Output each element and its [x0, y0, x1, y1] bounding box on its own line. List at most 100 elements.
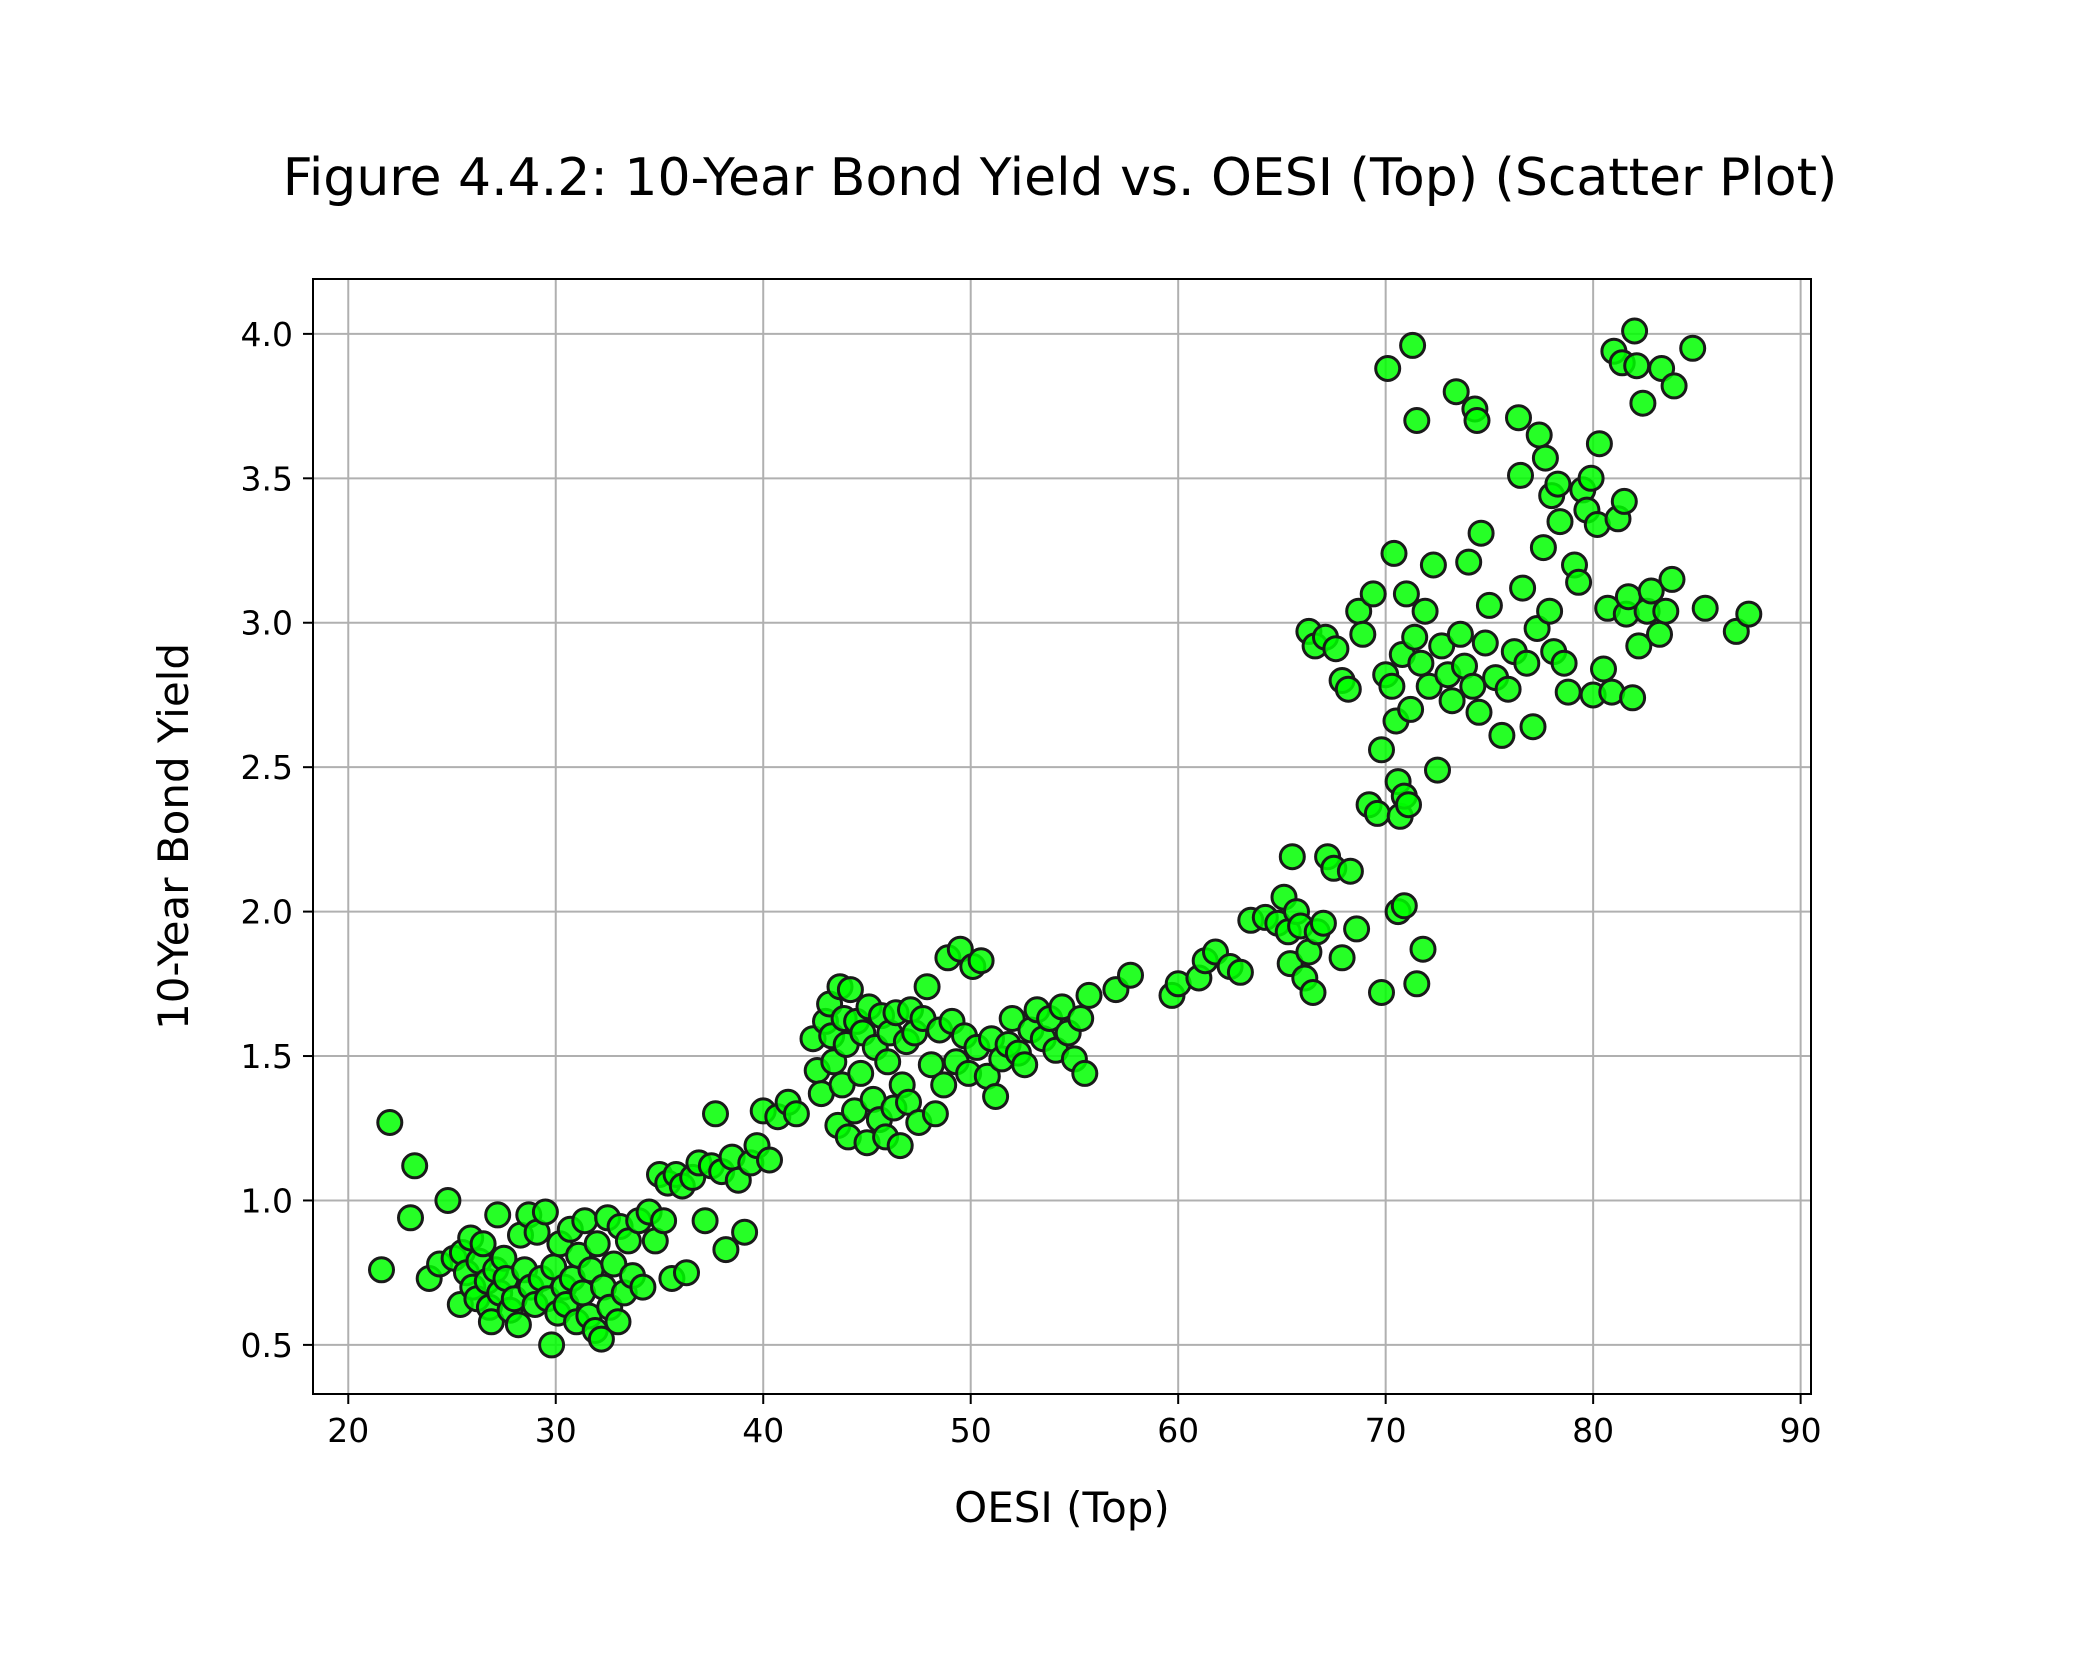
scatter-point [1419, 551, 1447, 579]
scatter-point [1374, 355, 1402, 382]
scatter-point [836, 976, 864, 1004]
scatter-point [401, 1152, 429, 1180]
scatter-point [982, 1083, 1010, 1110]
scatter-point [1610, 487, 1638, 515]
scatter-point [1679, 334, 1707, 362]
scatter-point [434, 1187, 462, 1214]
chart-title: Figure 4.4.2: 10-Year Bond Yield vs. OES… [283, 148, 1838, 208]
scatter-point [1467, 519, 1495, 547]
scatter-point [1494, 675, 1522, 703]
scatter-point [1378, 672, 1406, 700]
scatter-point [1403, 407, 1431, 434]
scatter-point [1368, 979, 1395, 1006]
scatter-point [1363, 799, 1391, 827]
scatter-point [847, 1059, 875, 1087]
scatter-point [1442, 378, 1470, 406]
scatter-point [1226, 958, 1254, 986]
scatter-point [1359, 580, 1387, 608]
scatter-point [1529, 534, 1557, 562]
scatter-point [874, 1048, 902, 1076]
scatter-point [1071, 1059, 1099, 1087]
x-tick-label: 70 [1365, 1411, 1407, 1450]
scatter-point [504, 1311, 532, 1339]
scatter-point [1011, 1051, 1039, 1079]
scatter-point [1735, 600, 1763, 628]
y-tick-label: 3.5 [241, 459, 293, 498]
scatter-point [1505, 404, 1532, 432]
scatter-point [1652, 597, 1680, 625]
scatter-point [1459, 672, 1487, 700]
scatter-point [1380, 539, 1408, 567]
scatter-point [702, 1100, 729, 1128]
scatter-point [1446, 620, 1474, 648]
scatter-point [921, 1100, 949, 1128]
y-tick-label: 1.0 [241, 1181, 293, 1220]
scatter-point [1488, 721, 1516, 749]
x-tick-label: 50 [950, 1411, 992, 1450]
scatter-point [691, 1207, 719, 1235]
scatter-point [1343, 915, 1371, 943]
scatter-point [650, 1207, 678, 1235]
scatter-point [1390, 892, 1418, 920]
grid-lines [313, 279, 1811, 1394]
scatter-point [1407, 649, 1435, 677]
scatter-point [1625, 632, 1653, 660]
scatter-point [1637, 577, 1665, 605]
scatter-point [1403, 970, 1431, 998]
scatter-point [1544, 470, 1572, 498]
scatter-point [1328, 944, 1356, 972]
y-tick-label: 4.0 [241, 315, 293, 354]
scatter-point [1646, 620, 1673, 648]
scatter-point [731, 1218, 759, 1246]
scatter-point [1565, 568, 1593, 596]
scatter-point [1550, 649, 1578, 677]
scatter-point [1536, 597, 1564, 625]
scatter-point [604, 1308, 632, 1336]
scatter-point [1299, 979, 1327, 1006]
scatter-point [1397, 695, 1425, 723]
scatter-point [913, 973, 941, 1001]
scatter-point [1623, 352, 1651, 380]
scatter-point [930, 1071, 958, 1099]
x-tick-label: 60 [1157, 1411, 1199, 1450]
scatter-point [1629, 389, 1657, 417]
scatter-point [1117, 961, 1144, 989]
scatter-point [1463, 407, 1491, 434]
scatter-point [1519, 713, 1547, 741]
scatter-point [376, 1109, 404, 1136]
scatter-point [484, 1201, 512, 1229]
scatter-point [1619, 684, 1647, 712]
y-axis-label: 10-Year Bond Yield [149, 643, 198, 1030]
scatter-point [397, 1204, 424, 1232]
scatter-point [1660, 372, 1688, 400]
scatter-point [1075, 981, 1103, 1009]
x-tick-label: 90 [1780, 1411, 1822, 1450]
y-tick-label: 1.5 [241, 1037, 293, 1076]
x-tick-label: 30 [535, 1411, 577, 1450]
scatter-point [583, 1230, 611, 1258]
scatter-point [571, 1207, 599, 1235]
x-tick-label: 80 [1572, 1411, 1614, 1450]
scatter-point [1554, 678, 1582, 706]
scatter-point [1525, 421, 1553, 449]
scatter-point [1658, 565, 1686, 593]
scatter-point [538, 1331, 566, 1359]
scatter-point [1067, 1005, 1095, 1032]
x-axis-label: OESI (Top) [954, 1483, 1170, 1532]
scatter-point [469, 1230, 497, 1258]
x-tick-label: 40 [742, 1411, 784, 1450]
scatter-point [1392, 580, 1420, 608]
scatter-point [1621, 317, 1649, 345]
scatter-point [1507, 461, 1534, 489]
scatter-point [886, 1132, 914, 1160]
scatter-point [1455, 548, 1483, 576]
scatter-point [1424, 756, 1451, 784]
scatter-point [368, 1256, 395, 1284]
scatter-point [1691, 594, 1719, 622]
scatter-point [1475, 591, 1503, 619]
scatter-points [368, 317, 1763, 1359]
scatter-point [1309, 909, 1337, 937]
scatter-point [531, 1198, 559, 1226]
x-tick-label: 20 [327, 1411, 369, 1450]
